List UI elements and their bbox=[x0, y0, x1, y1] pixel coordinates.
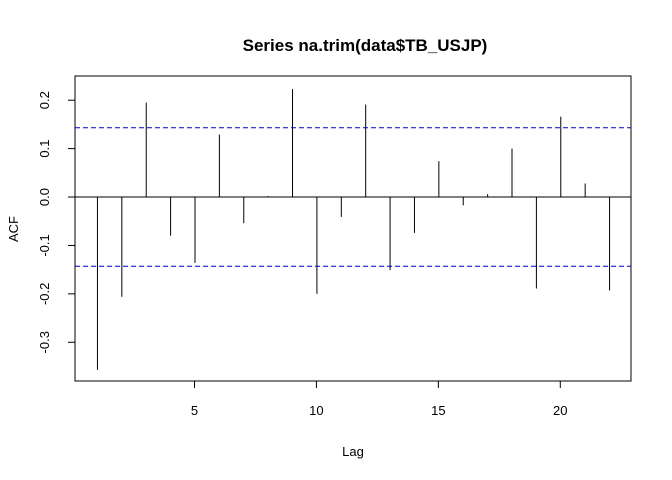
acf-bars bbox=[75, 89, 631, 370]
x-tick-label: 5 bbox=[191, 403, 198, 418]
y-tick-label: -0.1 bbox=[37, 234, 52, 256]
y-axis-label: ACF bbox=[6, 216, 21, 242]
y-tick-label: 0.1 bbox=[37, 140, 52, 158]
y-tick-label: -0.3 bbox=[37, 331, 52, 353]
y-axis: -0.3 -0.2 -0.1 0.0 0.1 0.2 bbox=[37, 91, 76, 353]
x-tick-label: 10 bbox=[309, 403, 323, 418]
x-tick-label: 20 bbox=[553, 403, 567, 418]
plot-frame bbox=[74, 75, 632, 382]
y-tick-label: -0.2 bbox=[37, 283, 52, 305]
confidence-bounds bbox=[75, 127, 631, 267]
x-axis: 5 10 15 20 bbox=[191, 380, 568, 418]
x-tick-label: 15 bbox=[431, 403, 445, 418]
chart-title: Series na.trim(data$TB_USJP) bbox=[243, 36, 488, 55]
x-axis-label: Lag bbox=[342, 444, 364, 459]
y-tick-label: 0.0 bbox=[37, 188, 52, 206]
y-tick-label: 0.2 bbox=[37, 91, 52, 109]
